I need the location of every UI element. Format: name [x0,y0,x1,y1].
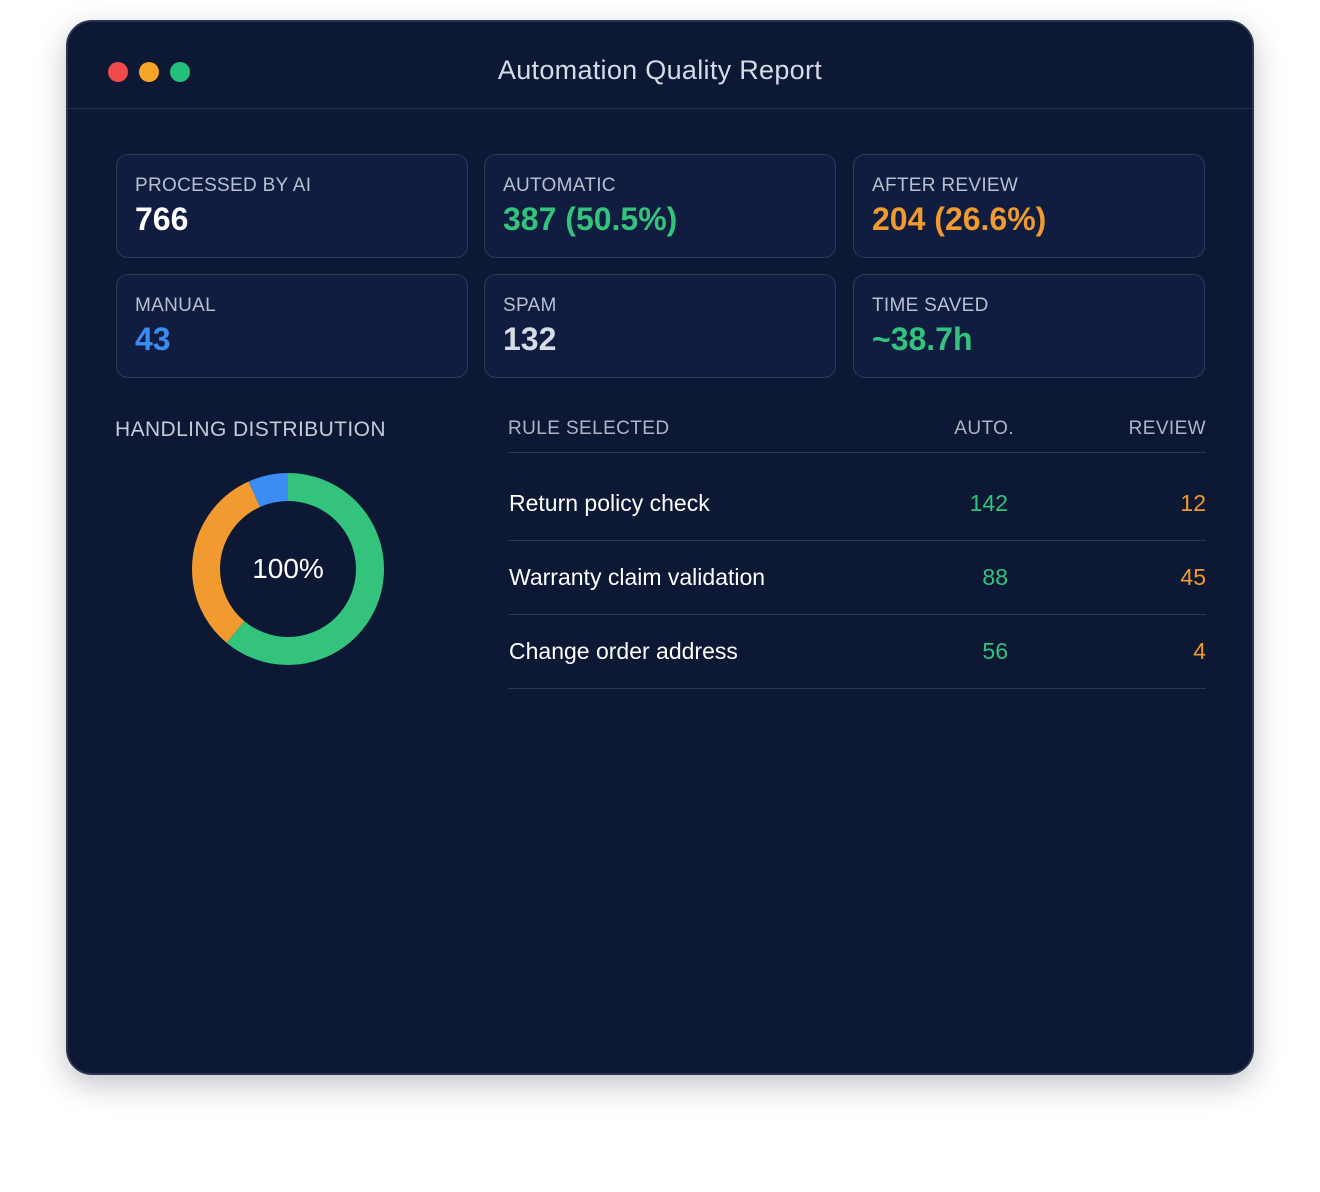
rule-name: Return policy check [509,490,710,516]
stat-value: 766 [135,201,189,237]
review-count: 4 [1193,638,1206,664]
rule-name: Change order address [509,638,738,664]
rule-name: Warranty claim validation [509,564,766,590]
window-title: Automation Quality Report [497,55,823,85]
stat-label: PROCESSED BY AI [135,175,312,196]
stat-card-spam: SPAM 132 [484,274,836,378]
table-row[interactable]: Change order address 56 4 [508,614,1206,689]
auto-count: 88 [982,564,1008,590]
title-bar: Automation Quality Report [68,22,1252,109]
stat-value: 204 (26.6%) [872,201,1047,237]
stat-value: 43 [135,321,171,357]
stat-value: 132 [503,321,557,357]
table-row[interactable]: Return policy check 142 12 [508,466,1206,541]
auto-count: 56 [982,638,1008,664]
donut-segment-after-review [192,473,384,665]
column-header-auto: AUTO. [954,418,1014,439]
zoom-window-button[interactable] [170,62,190,82]
stat-card-automatic: AUTOMATIC 387 (50.5%) [484,154,836,258]
stat-card-time-saved: TIME SAVED ~38.7h [853,274,1205,378]
column-header-rule: RULE SELECTED [508,418,670,439]
donut-segment-manual [192,473,384,665]
report-window: Automation Quality Report PROCESSED BY A… [66,20,1254,1075]
stat-card-after-review: AFTER REVIEW 204 (26.6%) [853,154,1205,258]
stat-label: SPAM [503,295,557,316]
auto-count: 142 [969,490,1008,516]
minimize-window-button[interactable] [139,62,159,82]
distribution-title: HANDLING DISTRIBUTION [115,418,386,441]
handling-distribution-donut [192,473,384,665]
stat-value: 387 (50.5%) [503,201,678,237]
review-count: 12 [1180,490,1206,516]
column-header-review: REVIEW [1128,418,1206,439]
header-divider [508,452,1206,453]
stat-value: ~38.7h [872,321,973,357]
stat-label: AUTOMATIC [503,175,616,196]
review-count: 45 [1180,564,1206,590]
stat-label: MANUAL [135,295,216,316]
table-row[interactable]: Warranty claim validation 88 45 [508,540,1206,615]
donut-center-label: 100% [252,553,324,584]
stat-card-manual: MANUAL 43 [116,274,468,378]
close-window-button[interactable] [108,62,128,82]
stat-label: TIME SAVED [872,295,989,316]
stat-label: AFTER REVIEW [872,175,1019,196]
stat-card-processed: PROCESSED BY AI 766 [116,154,468,258]
